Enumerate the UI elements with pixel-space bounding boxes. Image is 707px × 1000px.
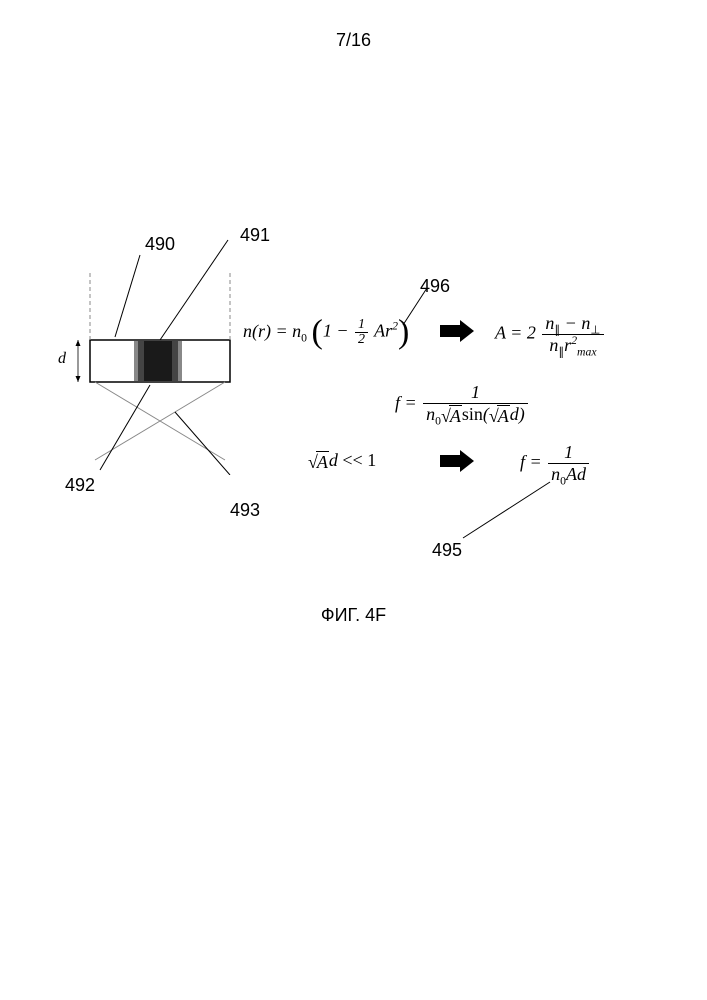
dimension-d-label: d [58,350,66,368]
figure-caption: ФИГ. 4F [0,605,707,626]
label-491: 491 [240,225,270,246]
equation-f-approx: f = 1 n0Ad [520,442,591,485]
label-493: 493 [230,500,260,521]
page-number: 7/16 [0,30,707,51]
page: 7/16 d 490 491 492 493 495 496 [0,0,707,1000]
equation-condition: √Ad << 1 [308,450,376,473]
label-492: 492 [65,475,95,496]
label-490: 490 [145,234,175,255]
equation-f-exact: f = 1 n0√Asin(√Ad) [395,382,530,427]
eq-nr-pre: n(r) = n0 [243,321,307,341]
arrow-implies-2 [440,450,474,472]
leader-495 [455,480,555,550]
arrow-implies-1 [440,320,474,342]
equation-nr: n(r) = n0 (1 − 12 Ar2) [243,318,409,347]
equation-A: A = 2 n∥ − n⊥ n∥r2max [495,313,606,356]
